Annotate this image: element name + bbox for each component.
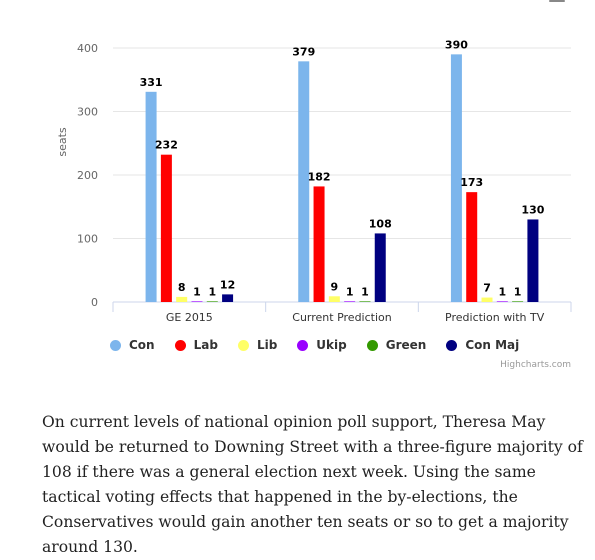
legend-marker-lib <box>237 339 249 351</box>
chart-legend: Con Lab Lib Ukip Green Con Maj <box>110 338 539 352</box>
data-label-ukip-0: 1 <box>193 285 201 298</box>
legend-item-lib[interactable]: Lib <box>237 338 278 352</box>
data-label-green-1: 1 <box>361 285 369 298</box>
bar-con-0[interactable] <box>145 91 157 302</box>
seat-prediction-chart: 0 100 200 300 400 GE 2015 Current Prediction Pr… <box>56 38 572 324</box>
data-label-lib-0: 8 <box>178 281 186 294</box>
bars <box>145 54 539 303</box>
data-label-lab-2: 173 <box>460 176 483 189</box>
bar-con-maj-1[interactable] <box>374 233 386 302</box>
y-tick-label-4: 400 <box>77 42 98 55</box>
data-label-lab-1: 182 <box>308 170 331 183</box>
bar-con-maj-2[interactable] <box>527 219 539 302</box>
bar-lab-2[interactable] <box>466 192 478 302</box>
legend-label-con-maj: Con Maj <box>465 338 520 352</box>
chart-credits[interactable]: Highcharts.com <box>500 360 571 370</box>
y-axis-title: seats <box>56 127 69 157</box>
data-label-green-2: 1 <box>514 285 522 298</box>
legend-label-ukip: Ukip <box>316 338 347 352</box>
data-label-lib-2: 7 <box>483 282 491 295</box>
article-paragraph: On current levels of national opinion po… <box>42 413 583 556</box>
data-label-con-maj-0: 12 <box>220 278 235 291</box>
y-tick-label-1: 100 <box>77 233 98 246</box>
bar-lib-1[interactable] <box>328 296 340 302</box>
bar-con-1[interactable] <box>298 61 310 303</box>
legend-marker-lab <box>174 339 186 351</box>
y-tick-label-0: 0 <box>91 296 98 309</box>
data-label-lab-0: 232 <box>155 139 178 152</box>
legend-marker-green <box>366 339 378 351</box>
x-category-label-2: Prediction with TV <box>445 311 545 324</box>
bar-green-1[interactable] <box>359 301 371 302</box>
bar-lib-2[interactable] <box>481 297 493 302</box>
legend-item-ukip[interactable]: Ukip <box>297 338 347 352</box>
data-label-con-0: 331 <box>140 76 163 89</box>
x-category-label-0: GE 2015 <box>166 311 213 324</box>
corner-mark <box>549 0 565 2</box>
bar-lib-0[interactable] <box>176 296 188 302</box>
legend-item-con[interactable]: Con <box>110 338 155 352</box>
legend-label-lab: Lab <box>193 338 218 352</box>
bar-lab-0[interactable] <box>160 154 172 302</box>
data-label-con-1: 379 <box>292 45 315 58</box>
legend-item-lab[interactable]: Lab <box>174 338 218 352</box>
data-label-lib-1: 9 <box>331 280 339 293</box>
data-label-con-maj-2: 130 <box>521 203 544 216</box>
bar-ukip-0[interactable] <box>191 301 203 302</box>
legend-label-con: Con <box>129 338 155 352</box>
grid-lines <box>113 47 571 303</box>
bar-ukip-2[interactable] <box>496 301 508 302</box>
y-tick-label-2: 200 <box>77 169 98 182</box>
data-label-ukip-2: 1 <box>498 285 506 298</box>
legend-label-green: Green <box>385 338 427 352</box>
legend-item-con-maj[interactable]: Con Maj <box>446 338 519 352</box>
bar-green-0[interactable] <box>206 301 218 302</box>
legend-label-lib: Lib <box>256 338 278 352</box>
data-label-con-2: 390 <box>445 38 468 51</box>
bar-con-maj-0[interactable] <box>222 294 234 302</box>
legend-item-green[interactable]: Green <box>366 338 427 352</box>
bar-lab-1[interactable] <box>313 186 325 302</box>
legend-marker-con <box>110 339 121 351</box>
x-category-label-1: Current Prediction <box>292 311 391 324</box>
y-tick-label-3: 300 <box>77 106 98 119</box>
data-label-green-0: 1 <box>208 285 216 298</box>
data-label-con-maj-1: 108 <box>369 217 392 230</box>
data-label-ukip-1: 1 <box>346 285 354 298</box>
bar-con-2[interactable] <box>450 54 462 302</box>
legend-marker-con-maj <box>446 339 458 351</box>
axes: 0 100 200 300 400 GE 2015 Current Prediction Pr… <box>77 42 572 324</box>
bar-green-2[interactable] <box>512 301 524 302</box>
legend-marker-ukip <box>297 339 309 351</box>
bar-ukip-1[interactable] <box>344 301 356 302</box>
